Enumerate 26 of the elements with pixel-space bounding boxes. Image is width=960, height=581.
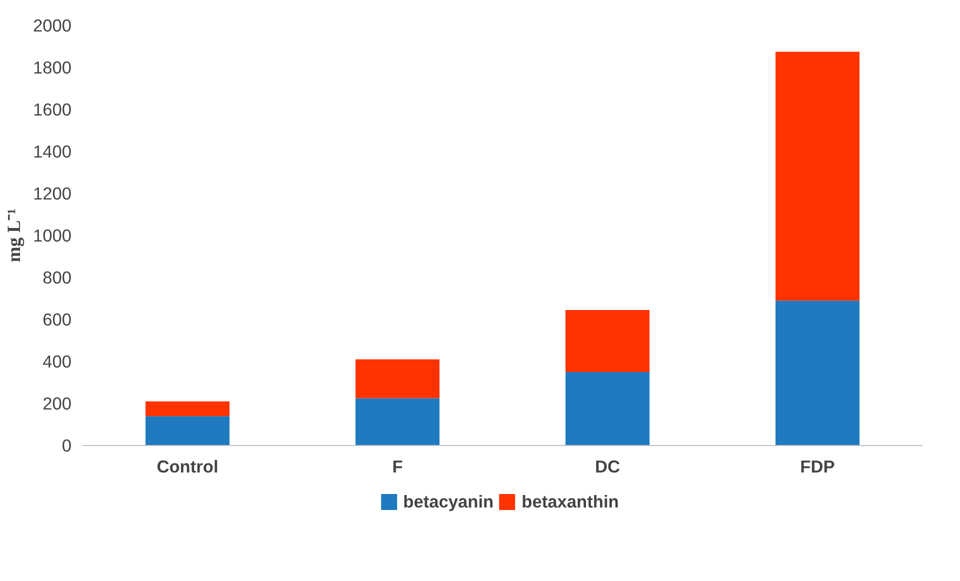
y-tick-label: 1600 [32, 100, 72, 120]
y-tick-label: 1000 [32, 226, 72, 246]
x-tick-label: DC [594, 456, 620, 476]
y-tick-label: 1800 [32, 58, 72, 78]
bar [566, 310, 650, 372]
y-tick-label: 2000 [32, 16, 72, 36]
x-tick-label: FDP [800, 456, 835, 476]
bar [146, 416, 230, 446]
y-tick-label: 0 [62, 436, 72, 456]
y-tick-label: 1400 [32, 142, 72, 162]
bar [356, 398, 440, 446]
y-tick-label: 200 [42, 394, 72, 414]
bar [566, 372, 650, 446]
x-tick-label: F [392, 456, 403, 476]
bar [146, 401, 230, 416]
y-tick-label: 1200 [32, 184, 72, 204]
x-tick-label: Control [156, 456, 218, 476]
bar [776, 300, 860, 446]
y-axis-title: mg L⁻¹ [4, 208, 25, 262]
legend-label: betacyanin [403, 491, 494, 512]
y-tick-label: 400 [42, 352, 72, 372]
y-tick-label: 800 [42, 268, 72, 288]
y-tick-label: 600 [42, 310, 72, 330]
legend-label: betaxanthin [522, 491, 619, 512]
bar [776, 52, 860, 301]
bar [356, 359, 440, 398]
